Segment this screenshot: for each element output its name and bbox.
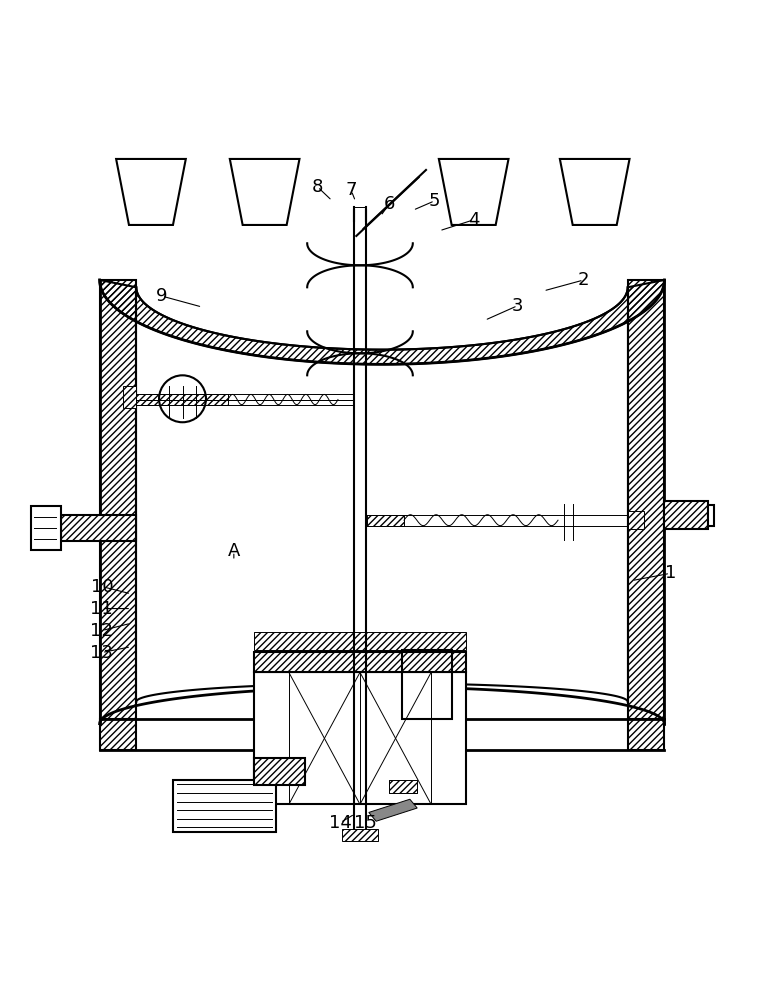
Text: 3: 3 bbox=[512, 297, 523, 315]
Bar bbox=[136, 394, 228, 405]
Text: 11: 11 bbox=[90, 600, 113, 618]
Bar bbox=[367, 515, 404, 526]
Text: 9: 9 bbox=[156, 287, 168, 305]
Text: 2: 2 bbox=[578, 271, 590, 289]
Text: 7: 7 bbox=[345, 181, 357, 199]
Polygon shape bbox=[230, 159, 299, 225]
Bar bbox=[254, 672, 466, 804]
Bar bbox=[402, 650, 452, 719]
Text: 4: 4 bbox=[468, 211, 480, 229]
Text: 15: 15 bbox=[354, 814, 377, 832]
Polygon shape bbox=[116, 159, 186, 225]
Text: 6: 6 bbox=[384, 195, 395, 213]
Bar bbox=[665, 501, 708, 529]
Bar bbox=[123, 386, 136, 408]
Bar bbox=[277, 639, 370, 652]
Bar bbox=[708, 505, 714, 526]
Text: 5: 5 bbox=[429, 192, 441, 210]
Polygon shape bbox=[439, 159, 509, 225]
Polygon shape bbox=[560, 159, 630, 225]
Bar bbox=[390, 780, 417, 793]
Bar bbox=[390, 780, 417, 793]
Bar bbox=[254, 758, 305, 785]
Bar bbox=[628, 719, 665, 750]
Bar bbox=[402, 650, 452, 719]
Text: 13: 13 bbox=[90, 644, 113, 662]
Bar bbox=[31, 506, 61, 550]
Bar bbox=[628, 280, 665, 720]
Bar bbox=[628, 511, 644, 529]
Text: 10: 10 bbox=[90, 578, 113, 596]
Bar bbox=[431, 672, 466, 804]
Bar bbox=[99, 280, 136, 720]
Bar bbox=[99, 719, 136, 750]
Text: 1: 1 bbox=[665, 564, 676, 582]
Bar bbox=[173, 780, 276, 832]
Text: 12: 12 bbox=[90, 622, 113, 640]
Bar bbox=[254, 672, 289, 804]
Bar bbox=[254, 632, 466, 650]
Bar bbox=[342, 829, 378, 841]
Bar bbox=[254, 652, 466, 672]
Text: A: A bbox=[228, 542, 240, 560]
Text: 14: 14 bbox=[329, 814, 351, 832]
Text: 8: 8 bbox=[312, 178, 323, 196]
Bar bbox=[61, 515, 136, 541]
Polygon shape bbox=[369, 799, 417, 821]
